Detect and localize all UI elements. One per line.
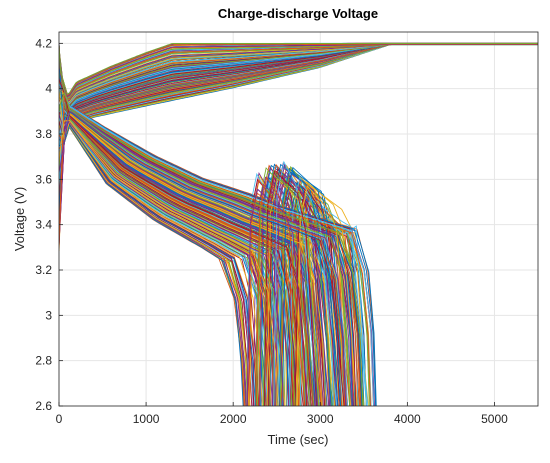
discharge-series-line [59,91,364,406]
y-tick-label: 2.8 [35,354,52,368]
relaxation-series-line [289,175,337,406]
relaxation-series-line [294,198,345,406]
x-tick-label: 4000 [394,412,421,426]
discharge-series-line [59,92,336,406]
discharge-series-line [59,93,247,406]
discharge-series-line [59,124,250,406]
relaxation-series-line [264,169,317,406]
discharge-series-line [59,116,297,406]
discharge-series-line [59,115,300,406]
x-tick-label: 2000 [220,412,247,426]
data-lines [59,42,538,406]
y-axis-label: Voltage (V) [12,187,27,251]
relaxation-series-line [255,188,306,406]
charge-series-line [59,43,538,96]
relaxation-series-line [269,163,332,406]
discharge-series-line [59,54,256,406]
discharge-series-line [59,79,307,406]
discharge-series-line [59,111,342,406]
discharge-series-line [59,93,268,406]
y-axis-ticks: 2.6 2.8 3 3.2 3.4 3.6 3.8 4 4.2 [35,36,63,413]
discharge-series-line [59,74,259,406]
discharge-series-line [59,103,267,406]
y-tick-label: 3 [45,308,52,322]
relaxation-series-line [296,185,352,406]
discharge-series-line [59,93,244,406]
discharge-series-line [59,93,371,406]
discharge-series-line [59,93,372,406]
x-axis-ticks: 0 1000 2000 3000 4000 5000 [56,402,508,426]
y-tick-label: 3.6 [35,172,52,186]
relaxation-series-line [275,170,324,406]
discharge-series-line [59,114,284,406]
x-tick-label: 0 [56,412,63,426]
x-tick-label: 3000 [307,412,334,426]
x-tick-label: 5000 [481,412,508,426]
relaxation-series-line [259,166,316,406]
y-tick-label: 3.4 [35,218,52,232]
discharge-series-line [59,98,265,406]
relaxation-series-line [275,164,322,406]
discharge-series-line [59,95,346,406]
y-tick-label: 4.2 [35,36,52,50]
discharge-series-line [59,93,263,406]
x-tick-label: 1000 [133,412,160,426]
x-axis-label: Time (sec) [268,432,329,447]
charge-series-line [59,43,538,95]
discharge-series-line [59,87,285,406]
discharge-series-line [59,54,350,406]
discharge-series-line [59,93,272,406]
relaxation-series-line [255,176,306,406]
discharge-series-line [59,108,352,406]
discharge-series-line [59,88,323,406]
relaxation-series-line [257,170,319,406]
y-tick-label: 3.2 [35,263,52,277]
y-tick-label: 2.6 [35,399,52,413]
y-tick-label: 4 [45,82,52,96]
relaxation-series-line [246,188,309,406]
plot-frame [58,31,539,407]
discharge-series-line [59,50,319,406]
chart-title: Charge-discharge Voltage [218,6,378,21]
discharge-series-line [59,110,347,406]
y-tick-label: 3.8 [35,127,52,141]
discharge-series-line [59,58,276,406]
discharge-series-line [59,102,284,406]
discharge-series-line [59,120,279,406]
discharge-series-line [59,89,272,406]
discharge-series-line [59,104,377,406]
relaxation-series-line [273,160,317,406]
discharge-series-line [59,116,294,406]
relaxation-series-line [299,198,369,406]
discharge-series-line [59,65,331,406]
discharge-series-line [59,93,296,406]
